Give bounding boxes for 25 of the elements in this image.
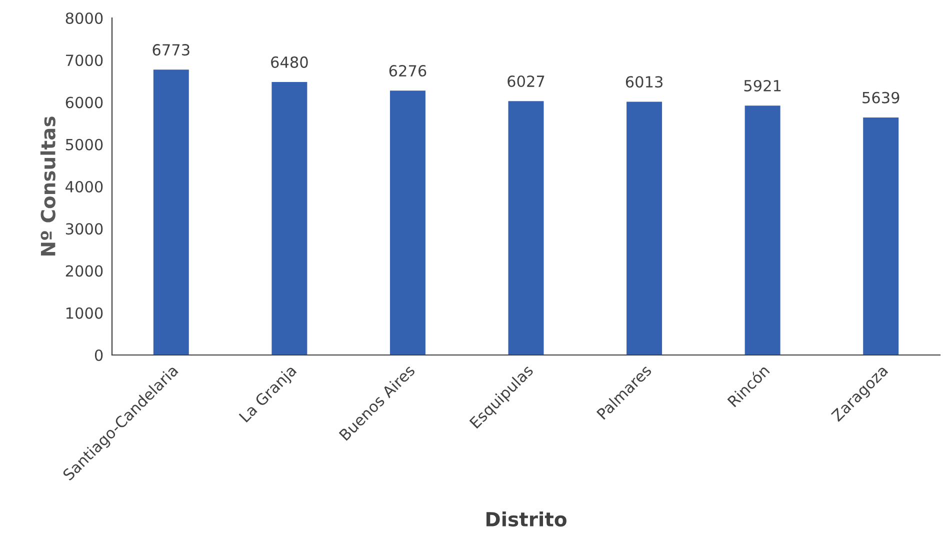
x-axis-title: Distrito bbox=[486, 512, 566, 527]
data-label: 6480 bbox=[271, 56, 308, 68]
y-tick-label: 3000 bbox=[66, 223, 103, 235]
y-tick-label: 8000 bbox=[66, 12, 103, 24]
y-tick-label: 5000 bbox=[66, 138, 103, 150]
y-tick-label: 0 bbox=[94, 349, 103, 362]
bar bbox=[626, 102, 662, 355]
data-label: 5921 bbox=[744, 80, 781, 92]
y-tick-label: 6000 bbox=[66, 96, 103, 108]
y-tick-label: 4000 bbox=[66, 180, 103, 193]
bar bbox=[508, 101, 544, 355]
data-label: 6276 bbox=[389, 64, 426, 77]
y-axis-title: Nº Consultas bbox=[40, 116, 56, 256]
data-label: 6027 bbox=[508, 75, 544, 88]
data-label: 5639 bbox=[862, 92, 900, 104]
y-tick-label: 7000 bbox=[66, 54, 103, 66]
y-tick-label: 2000 bbox=[66, 265, 103, 277]
data-label: 6013 bbox=[626, 76, 662, 88]
data-label: 6773 bbox=[152, 44, 190, 56]
bar bbox=[863, 117, 899, 355]
bar bbox=[272, 82, 308, 355]
bar bbox=[153, 70, 189, 355]
y-tick-label: 1000 bbox=[66, 307, 103, 319]
bar bbox=[390, 90, 426, 355]
bar bbox=[744, 106, 780, 355]
